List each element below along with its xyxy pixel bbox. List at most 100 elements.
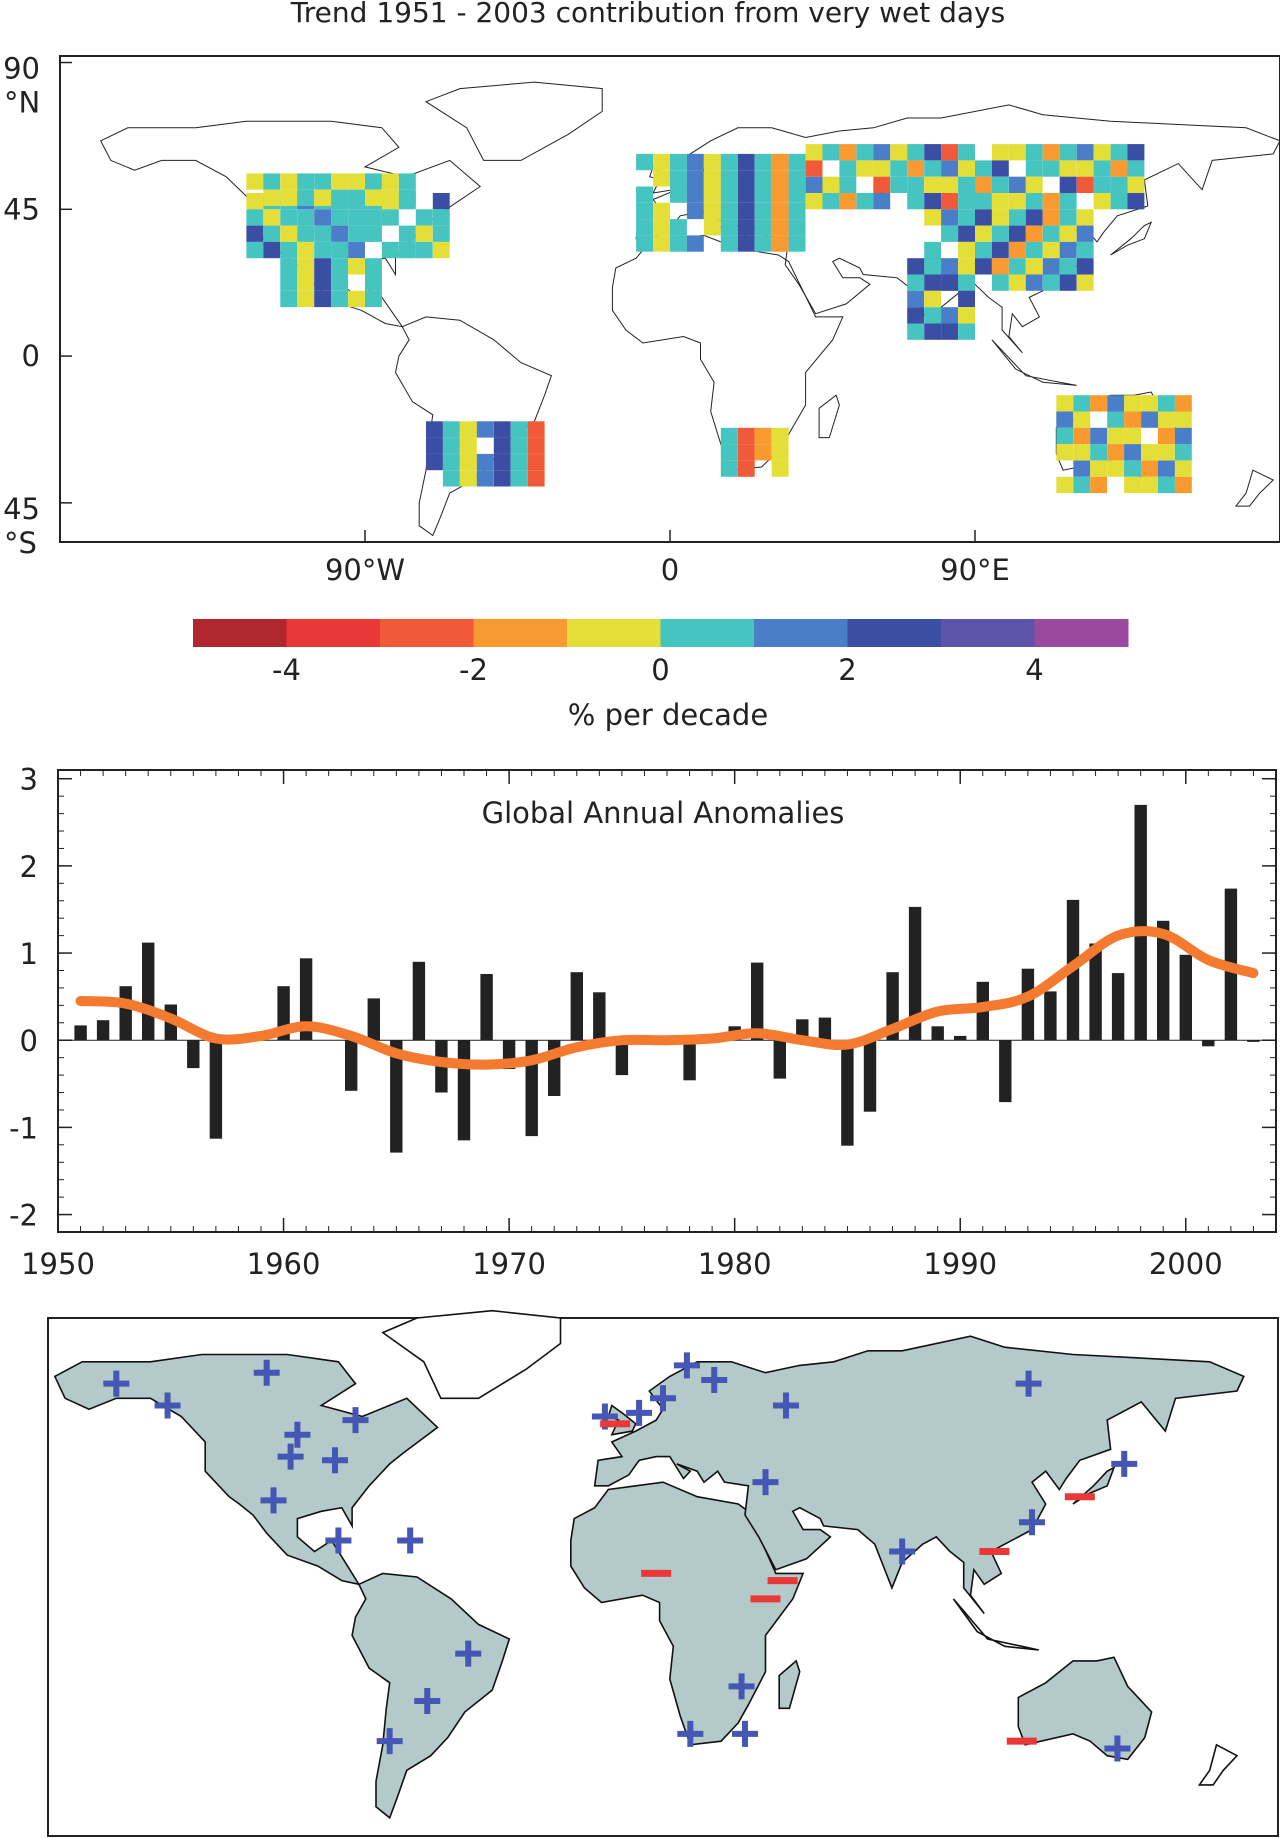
trend-map-plot [100, 81, 1280, 537]
trend-cell [958, 176, 975, 193]
trend-cell [1076, 241, 1094, 259]
trend-cell [1076, 274, 1094, 291]
anomaly-bar [345, 1040, 358, 1091]
trend-cell [1158, 460, 1175, 477]
trend-cell [907, 176, 925, 193]
trend-cell [1158, 444, 1175, 461]
trend-cell [636, 235, 653, 252]
anomaly-bar [457, 1040, 471, 1141]
trend-cell [365, 258, 382, 275]
trend-cell [263, 209, 281, 226]
increase-marker [253, 1359, 280, 1386]
trend-cell [958, 160, 975, 177]
trend-cell [348, 241, 365, 259]
trend-cell [737, 427, 755, 445]
increase-marker [889, 1538, 916, 1565]
trend-cell [890, 160, 908, 177]
trend-cell [1127, 176, 1145, 193]
trend-cell [314, 241, 332, 259]
trend-cell [636, 153, 653, 171]
trend-cell [1042, 209, 1060, 226]
anomaly-bar [1247, 1040, 1260, 1042]
lat-tick-hemisphere: °N [4, 86, 40, 120]
trend-map-lon-axis: 90°W 0 90°E [325, 530, 1010, 587]
anomaly-bar [96, 1020, 110, 1041]
trend-cell [1127, 160, 1145, 177]
trend-cell [1158, 476, 1175, 494]
increase-marker [677, 1720, 704, 1747]
trend-cell [1056, 444, 1074, 461]
trend-cell [527, 437, 545, 454]
trend-map-panel: Trend 1951 - 2003 contribution from very… [3, 0, 1280, 732]
trend-cell [856, 193, 874, 210]
trend-cell [754, 427, 772, 445]
trend-cell [432, 209, 450, 226]
colorbar-tick-label: 0 [651, 653, 669, 687]
trend-cell [331, 258, 348, 275]
coastline-madagascar [818, 394, 840, 439]
trend-cell [924, 274, 942, 291]
trend-cell [1174, 444, 1192, 461]
trend-cell [263, 241, 281, 259]
trend-cell [924, 160, 942, 177]
trend-cell [314, 274, 332, 291]
anomaly-bar [142, 942, 155, 1041]
anomaly-bar [1111, 973, 1125, 1041]
station-map-land [53, 1309, 1245, 1820]
trend-cell [991, 144, 1009, 161]
trend-cell [924, 323, 942, 340]
trend-cell [941, 274, 958, 291]
trend-cell [991, 225, 1009, 242]
trend-cell [941, 209, 958, 226]
trend-cell [975, 258, 992, 275]
trend-cell [991, 258, 1009, 275]
trend-cell [1076, 176, 1094, 193]
trend-cell [246, 193, 264, 210]
trend-cell [1056, 395, 1074, 412]
anomaly-bar [683, 1040, 696, 1081]
trend-cell [788, 219, 806, 236]
trend-cell [314, 173, 332, 190]
increase-marker [414, 1688, 441, 1715]
trend-cell [510, 421, 528, 438]
increase-marker [1111, 1450, 1138, 1477]
trend-cell [1059, 274, 1077, 291]
lat-tick-label: 0 [22, 339, 40, 373]
increase-marker [1019, 1509, 1045, 1536]
land-australia [1017, 1656, 1153, 1761]
anomaly-bar [299, 958, 313, 1041]
trend-cell [527, 453, 545, 471]
trend-cell [297, 258, 315, 275]
trend-cell [348, 189, 365, 206]
anomaly-bar [999, 1040, 1012, 1103]
colorbar-tick-label: -4 [272, 653, 301, 687]
trend-cell [924, 193, 942, 210]
trend-cell [720, 186, 738, 203]
trend-cell [1124, 411, 1141, 428]
trend-cell [1059, 193, 1077, 210]
trend-cell [703, 202, 721, 220]
trend-cell [975, 193, 992, 210]
trend-cell [686, 186, 704, 203]
trend-cell [493, 437, 511, 454]
increase-marker [773, 1392, 799, 1419]
trend-cell [1124, 395, 1141, 412]
trend-cell [510, 437, 528, 454]
trend-cell [737, 219, 755, 236]
trend-cell [246, 173, 264, 190]
lat-tick-label: 90 [3, 52, 40, 86]
colorbar-tick-label: -2 [459, 653, 488, 687]
trend-cell [510, 470, 528, 487]
trend-cell [331, 274, 348, 291]
trend-cell [459, 453, 477, 471]
trend-cell [493, 421, 511, 438]
anomaly-bar [1179, 954, 1192, 1041]
lon-tick-label: 90°E [940, 553, 1010, 587]
trend-cell [653, 153, 670, 171]
trend-cell [442, 437, 460, 454]
trend-cell [415, 209, 433, 226]
trend-cell [493, 453, 511, 471]
trend-cell [873, 160, 891, 177]
trend-cell [1008, 225, 1026, 242]
trend-cell [890, 144, 908, 161]
